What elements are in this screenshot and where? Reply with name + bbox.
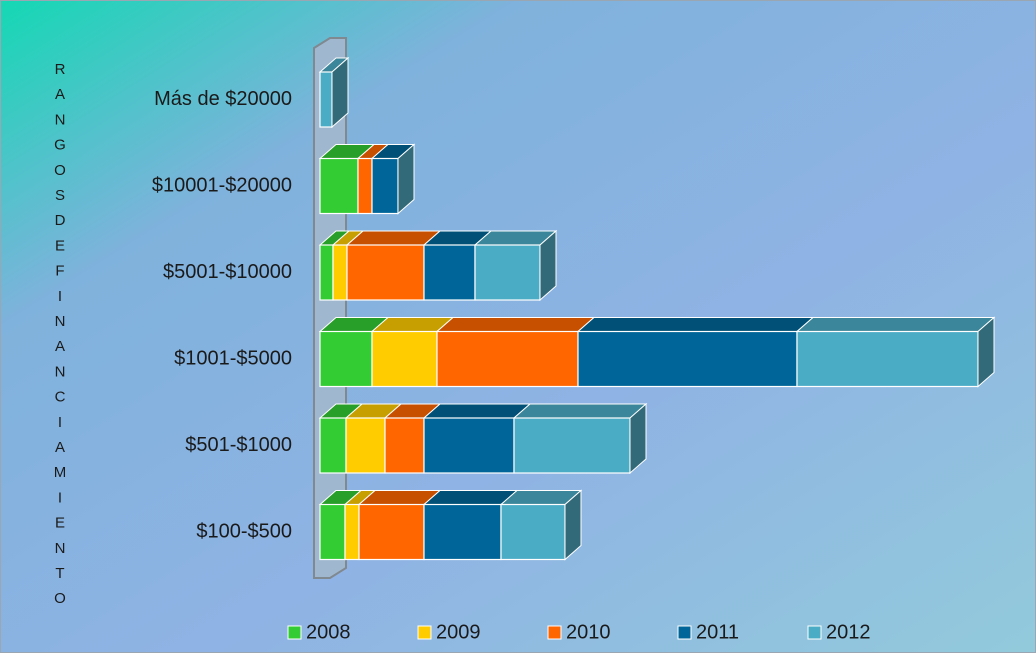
legend-swatch <box>287 625 302 640</box>
legend-swatch <box>677 625 692 640</box>
bar <box>577 330 798 388</box>
y-tick-label: $100-$500 <box>196 520 292 542</box>
bar-top <box>422 403 532 419</box>
legend-swatch <box>417 625 432 640</box>
legend-label: 2012 <box>826 621 871 643</box>
bar-top <box>576 317 815 332</box>
bar <box>319 71 333 128</box>
bar-side <box>539 229 557 302</box>
bar <box>345 417 386 474</box>
bar-side <box>331 56 349 129</box>
bar-side <box>629 402 647 475</box>
bar-top <box>435 317 596 332</box>
bar <box>500 503 566 561</box>
bar <box>358 503 425 561</box>
bar <box>357 157 373 215</box>
bar <box>513 417 631 474</box>
bar <box>371 330 438 388</box>
bar <box>319 503 346 561</box>
bar <box>319 330 373 388</box>
y-tick-label: $5001-$10000 <box>163 261 292 283</box>
bar <box>346 244 425 301</box>
bar <box>423 417 515 474</box>
bar <box>796 330 979 388</box>
bar-top <box>512 403 648 419</box>
y-tick-label: Más de $20000 <box>154 88 292 110</box>
y-tick-label: $501-$1000 <box>185 434 292 456</box>
y-tick-label: $10001-$20000 <box>152 174 292 196</box>
bar <box>436 330 579 388</box>
bar-top <box>795 317 996 332</box>
bar <box>319 417 347 474</box>
bar <box>423 503 502 561</box>
legend-label: 2010 <box>566 621 611 643</box>
bar <box>474 244 541 301</box>
bar-side <box>977 316 995 388</box>
legend-label: 2011 <box>696 621 739 643</box>
bar <box>332 244 348 301</box>
bar <box>319 244 334 301</box>
bar-side <box>397 143 415 215</box>
bar <box>423 244 476 301</box>
legend-swatch <box>807 625 822 640</box>
legend-label: 2008 <box>306 621 351 643</box>
y-tick-label: $1001-$5000 <box>174 347 292 369</box>
bar <box>344 503 360 561</box>
legend-label: 2009 <box>436 621 481 643</box>
bar <box>384 417 425 474</box>
bar-side <box>564 489 582 561</box>
bar <box>319 157 359 215</box>
legend-swatch <box>547 625 562 640</box>
bar <box>371 157 399 215</box>
